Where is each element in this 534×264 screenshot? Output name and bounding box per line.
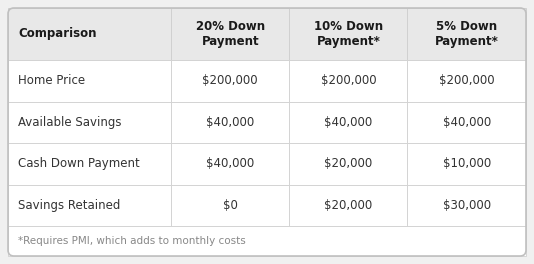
Bar bbox=[8, 101, 171, 143]
Text: $40,000: $40,000 bbox=[443, 116, 491, 129]
Text: $200,000: $200,000 bbox=[202, 74, 258, 87]
Bar bbox=[289, 60, 407, 101]
Bar bbox=[8, 185, 171, 226]
Text: $200,000: $200,000 bbox=[439, 74, 494, 87]
Text: $0: $0 bbox=[223, 199, 238, 212]
Bar bbox=[8, 226, 526, 256]
Bar bbox=[407, 8, 526, 60]
Text: 20% Down
Payment: 20% Down Payment bbox=[195, 20, 265, 48]
Bar bbox=[289, 101, 407, 143]
Text: $40,000: $40,000 bbox=[206, 157, 254, 170]
Bar bbox=[407, 101, 526, 143]
Bar bbox=[8, 60, 171, 101]
Text: $40,000: $40,000 bbox=[324, 116, 372, 129]
Bar bbox=[171, 60, 289, 101]
Bar bbox=[171, 143, 289, 185]
Bar bbox=[407, 185, 526, 226]
Text: $200,000: $200,000 bbox=[320, 74, 376, 87]
Text: Available Savings: Available Savings bbox=[18, 116, 122, 129]
Text: Savings Retained: Savings Retained bbox=[18, 199, 120, 212]
Text: Cash Down Payment: Cash Down Payment bbox=[18, 157, 140, 170]
Text: $10,000: $10,000 bbox=[443, 157, 491, 170]
Bar bbox=[289, 143, 407, 185]
Bar bbox=[407, 60, 526, 101]
Text: *Requires PMI, which adds to monthly costs: *Requires PMI, which adds to monthly cos… bbox=[18, 236, 246, 246]
Text: 5% Down
Payment*: 5% Down Payment* bbox=[435, 20, 499, 48]
Text: Comparison: Comparison bbox=[18, 27, 97, 40]
Bar bbox=[171, 185, 289, 226]
Bar bbox=[171, 8, 289, 60]
Text: $40,000: $40,000 bbox=[206, 116, 254, 129]
Text: 10% Down
Payment*: 10% Down Payment* bbox=[314, 20, 383, 48]
Text: Home Price: Home Price bbox=[18, 74, 85, 87]
Bar bbox=[289, 8, 407, 60]
Bar bbox=[8, 143, 171, 185]
Bar bbox=[407, 143, 526, 185]
Text: $20,000: $20,000 bbox=[324, 199, 372, 212]
Bar bbox=[171, 101, 289, 143]
Bar bbox=[8, 8, 171, 60]
Text: $30,000: $30,000 bbox=[443, 199, 491, 212]
Bar bbox=[289, 185, 407, 226]
Text: $20,000: $20,000 bbox=[324, 157, 372, 170]
